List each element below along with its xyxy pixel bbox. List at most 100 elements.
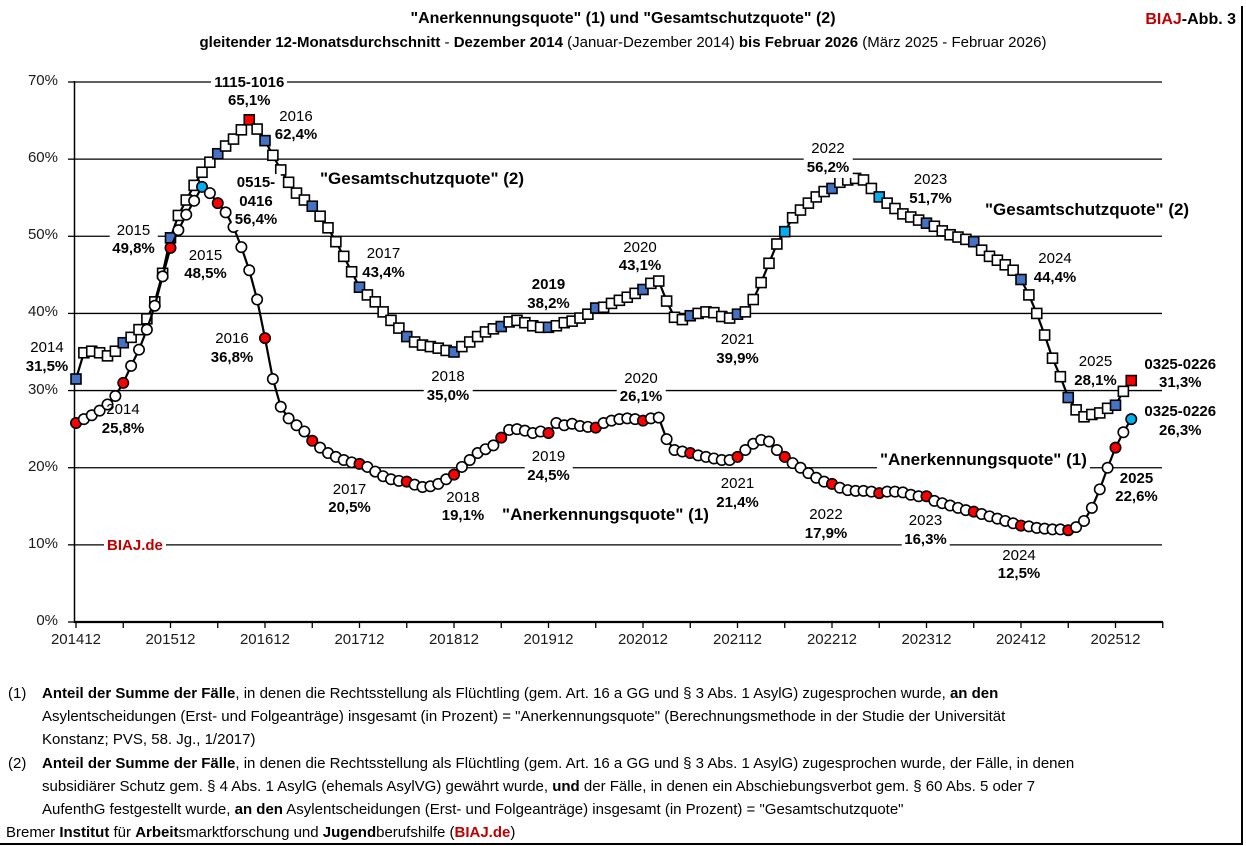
marker-circle <box>652 411 665 424</box>
marker-square <box>660 295 673 307</box>
annotation-g-2019: 2019 38,2% <box>527 276 570 313</box>
text-segment: , in denen die Rechtsstellung als Flücht… <box>235 685 950 702</box>
annotation-line: 56,2% <box>806 159 850 177</box>
annotation-g-final: 0325-0226 31,3% <box>1144 356 1216 393</box>
annotation-a-peak: 0515- 0416 56,4% <box>231 173 281 230</box>
y-axis-label: 60% <box>27 149 58 167</box>
marker-square <box>755 276 767 289</box>
annotation-a-2016: 2016 36,8% <box>211 330 254 367</box>
marker-square <box>393 322 405 334</box>
annotation-line: 0325-0226 <box>1144 355 1217 373</box>
annotation-line: 2017 <box>332 480 367 498</box>
marker-circle <box>203 187 216 200</box>
marker-circle <box>117 376 130 389</box>
marker-square <box>322 222 334 234</box>
frame-border-bottom-line <box>0 843 1243 845</box>
marker-circle <box>298 425 311 438</box>
marker-circle <box>1093 483 1106 496</box>
annotation-a-final: 0325-0226 26,3% <box>1144 403 1216 440</box>
annotation-line: "Gesamtschutzquote" (2) <box>319 169 525 188</box>
footnote-marker: (2) <box>8 754 27 772</box>
text-segment: BIAJ <box>1145 11 1182 28</box>
marker-circle <box>125 359 138 372</box>
marker-circle <box>188 194 201 207</box>
marker-circle <box>660 433 673 446</box>
footnote-line: Asylentscheidungen (Erst- und Folgeanträ… <box>6 705 1242 728</box>
annotation-a-2017: 2017 20,5% <box>328 481 371 518</box>
footnote-line: AufenthG festgestellt wurde, an den Asyl… <box>6 798 1242 821</box>
annotation-line: "Anerkennungsquote" (1) <box>502 504 709 524</box>
marker-square <box>243 114 256 126</box>
annotation-g-2015: 2015 49,8% <box>109 221 158 260</box>
x-axis-label: 201912 <box>523 631 574 648</box>
marker-circle <box>778 450 791 463</box>
text-segment: ) <box>510 824 516 842</box>
annotation-line: 2016 <box>279 107 313 125</box>
marker-circle <box>770 443 783 456</box>
marker-circle <box>542 427 555 440</box>
annotation-g-2025: 2025 28,1% <box>1074 353 1117 390</box>
annotation-g-2017: 2017 43,4% <box>362 245 405 282</box>
marker-circle <box>180 208 193 221</box>
marker-square <box>290 187 303 199</box>
marker-square <box>211 147 224 160</box>
x-axis-label: 201612 <box>239 631 291 648</box>
annotation-line: 49,8% <box>112 240 155 258</box>
annotation-line: 2016 <box>215 330 249 348</box>
footnotes: (1) Anteil der Summe der Fälle, in denen … <box>6 682 1242 844</box>
marker-square <box>975 244 988 256</box>
annotation-line: 2015 <box>188 246 223 264</box>
marker-square <box>361 289 374 301</box>
marker-square <box>274 164 287 176</box>
marker-square <box>1046 352 1059 364</box>
footnote-line: subsidiärer Schutz gem. § 4 Abs. 1 AsylG… <box>6 775 1242 798</box>
text-segment: Anteil der Summe der Fälle <box>42 685 236 702</box>
annotation-line: 2023 <box>913 171 948 189</box>
text-segment: Jugend <box>322 824 377 842</box>
annotation-line: BIAJ.de <box>107 536 163 554</box>
annotation-line: 2021 <box>720 331 755 349</box>
marker-circle <box>455 460 468 473</box>
annotation-a-2022: 2022 17,9% <box>805 506 848 543</box>
annotation-line: 21,4% <box>716 493 759 511</box>
annotation-line: 24,5% <box>527 466 570 484</box>
annotation-a-label-mid: "Anerkennungsquote" (1) <box>502 504 709 525</box>
marker-square <box>267 149 279 162</box>
text-segment: , in denen die Rechtsstellung als Flücht… <box>235 754 1075 772</box>
x-axis-label: 202112 <box>713 631 762 648</box>
text-segment: Konstanz; PVS, 58. Jg., 1/2017) <box>42 731 256 749</box>
marker-square <box>582 308 594 321</box>
marker-square <box>204 156 216 169</box>
marker-circle <box>266 373 279 386</box>
annotation-g-2016: 2016 62,4% <box>275 108 318 145</box>
marker-circle <box>1070 521 1083 534</box>
text-segment: (März 2025 - Februar 2026) <box>862 34 1047 51</box>
y-axis-label: 30% <box>27 380 58 398</box>
annotation-g-2014: 2014 31,5% <box>26 339 69 376</box>
marker-circle <box>133 343 146 356</box>
annotation-line: 26,3% <box>1158 421 1202 439</box>
annotation-line: 0515- <box>236 173 276 191</box>
text-segment: an den <box>234 801 283 819</box>
text-segment: Asylentscheidungen (Erst- und Folgeanträ… <box>42 708 1006 726</box>
annotation-line: 2017 <box>366 245 401 263</box>
y-axis-label: 0% <box>36 612 58 629</box>
annotation-line: 0416 <box>239 192 273 210</box>
marker-square <box>70 373 82 385</box>
annotation-g-2020: 2020 43,1% <box>619 239 662 276</box>
marker-square <box>1023 289 1035 301</box>
marker-circle <box>1117 426 1130 439</box>
marker-circle <box>101 398 114 411</box>
text-segment: AufenthG festgestellt wurde, <box>42 801 235 819</box>
annotation-line: 1115-1016 <box>214 73 285 91</box>
annotation-g-2021: 2021 39,9% <box>716 331 759 368</box>
annotation-line: 48,5% <box>184 265 227 283</box>
marker-circle <box>739 443 752 456</box>
marker-square <box>196 166 208 179</box>
footnote-line-first: (2) Anteil der Summe der Fälle, in denen … <box>6 752 1242 775</box>
text-segment: an den <box>949 685 999 702</box>
marker-circle <box>447 468 460 481</box>
y-axis-label: 20% <box>27 457 58 475</box>
marker-square <box>369 296 382 308</box>
